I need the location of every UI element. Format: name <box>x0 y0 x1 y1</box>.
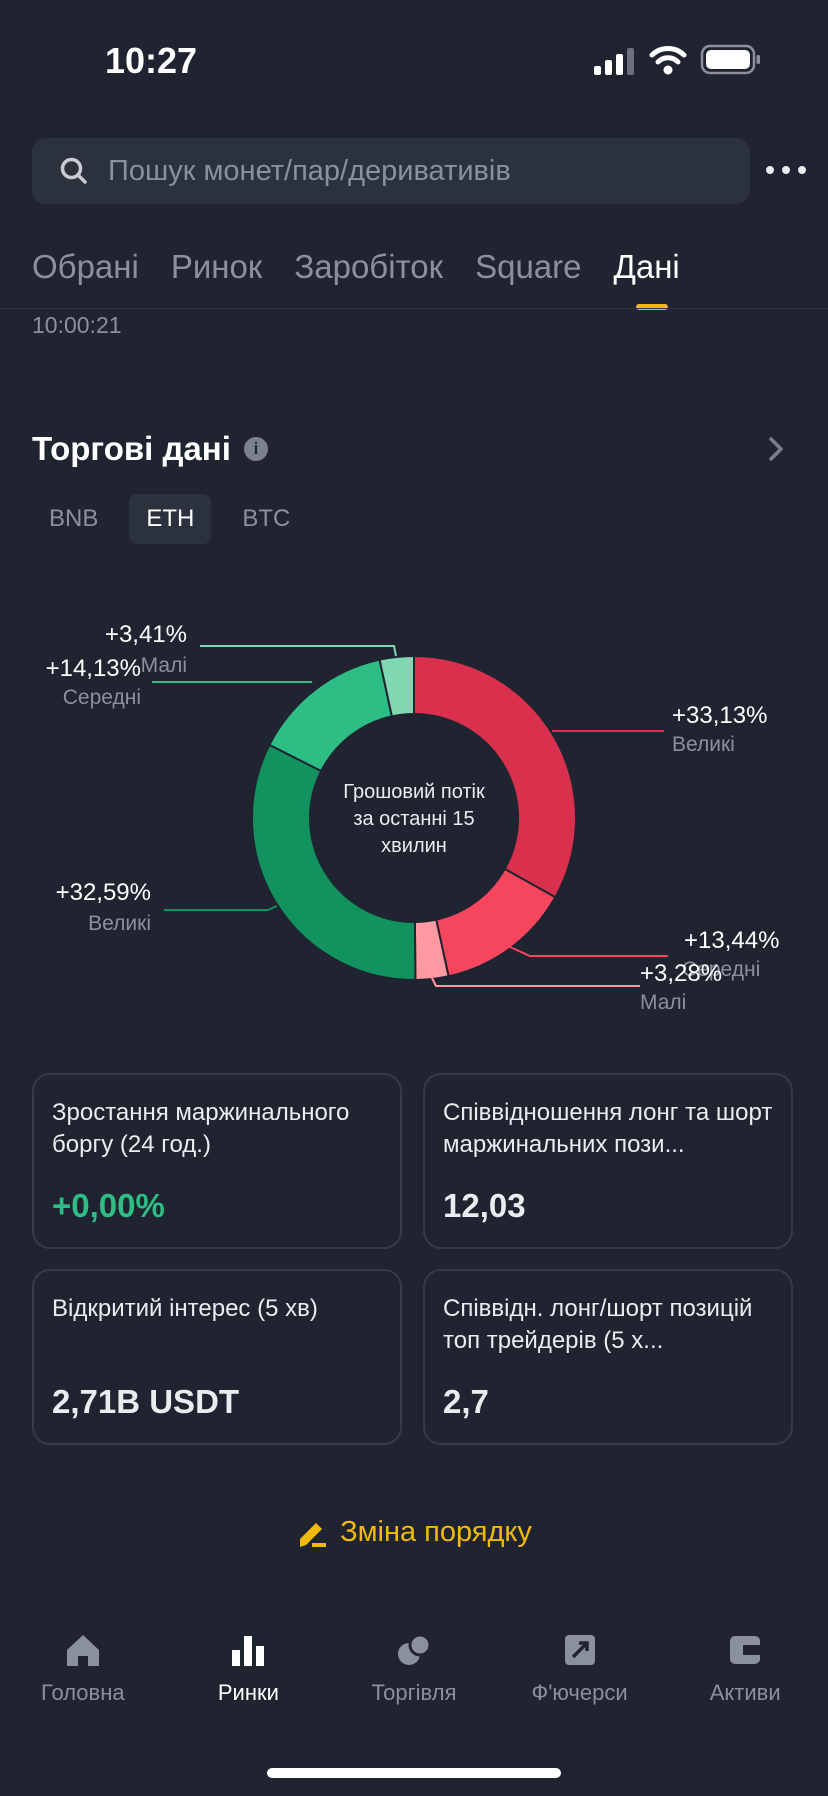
slice-label-small-in: +3,41% <box>105 621 187 648</box>
slice-large-inflow <box>251 743 417 981</box>
chart-center-line-3: хвилин <box>381 835 447 857</box>
nav-label: Торгівля <box>371 1680 457 1705</box>
slice-cat-small-in: Малі <box>141 654 187 677</box>
card-title: Зростання маржинального боргу (24 год.) <box>52 1099 350 1158</box>
futures-icon <box>564 1635 595 1665</box>
card-value: 2,7 <box>443 1383 489 1420</box>
nav-trade[interactable]: Торгівля <box>331 1630 497 1706</box>
slice-large-outflow <box>413 654 577 899</box>
nav-home[interactable]: Головна <box>0 1630 166 1706</box>
chart-center-line-2: за останні 15 <box>353 808 474 830</box>
margin-debt-card[interactable]: Зростання маржинального боргу (24 год.) … <box>32 1073 402 1249</box>
open-interest-card[interactable]: Відкритий інтерес (5 хв) 2,71B USDT <box>32 1269 402 1445</box>
home-icon <box>66 1635 99 1666</box>
markets-icon <box>232 1636 265 1666</box>
tabs-divider <box>0 308 828 309</box>
card-title: Співвідношення лонг та шорт маржинальних… <box>443 1099 773 1158</box>
chevron-right-icon[interactable] <box>764 434 788 464</box>
slice-small-inflow <box>378 654 415 718</box>
tab-square[interactable]: Square <box>475 248 582 285</box>
money-flow-chart: Грошовий потік за останні 15 хвилин +33,… <box>46 621 780 1014</box>
reorder-button[interactable]: Зміна порядку <box>0 1516 828 1549</box>
nav-markets[interactable]: Ринки <box>166 1630 332 1706</box>
chip-btc[interactable]: BTC <box>242 505 291 532</box>
status-time: 10:27 <box>105 40 198 81</box>
search-placeholder: Пошук монет/пар/деривативів <box>108 154 511 187</box>
chip-eth[interactable]: ETH <box>129 494 212 544</box>
info-icon[interactable]: i <box>244 437 268 461</box>
top-traders-ratio-card[interactable]: Співвідн. лонг/шорт позицій топ трейдері… <box>423 1269 793 1445</box>
coin-filter: BNB ETH BTC <box>32 494 307 544</box>
card-title: Відкритий інтерес (5 хв) <box>52 1295 318 1322</box>
leader-line-medium-out <box>509 946 668 957</box>
chart-center-line-1: Грошовий потік <box>343 781 485 803</box>
slice-label-small-out: +3,28% <box>640 960 722 987</box>
trade-icon <box>397 1633 432 1665</box>
card-value: +0,00% <box>52 1187 165 1224</box>
slice-cat-large-out: Великі <box>672 733 735 756</box>
nav-label: Ф'ючерси <box>531 1680 628 1705</box>
nav-label: Ринки <box>217 1680 279 1705</box>
search-input[interactable]: Пошук монет/пар/деривативів <box>32 138 750 204</box>
leader-line-small-out <box>431 977 640 987</box>
slice-cat-medium-out: Середні <box>682 958 760 981</box>
slice-medium-inflow <box>268 658 394 773</box>
tab-earn[interactable]: Заробіток <box>294 248 444 285</box>
leader-line-small-in <box>200 645 397 657</box>
slice-label-large-in: +32,59% <box>56 879 151 906</box>
slice-label-large-out: +33,13% <box>672 702 767 729</box>
update-timestamp: 10:00:21 <box>32 312 122 338</box>
chip-bnb[interactable]: BNB <box>49 505 99 532</box>
slice-cat-medium-in: Середні <box>63 686 141 709</box>
more-icon[interactable] <box>766 150 806 190</box>
home-indicator <box>267 1768 561 1778</box>
slice-label-medium-in: +14,13% <box>46 655 141 682</box>
card-value: 12,03 <box>443 1187 526 1224</box>
slice-label-medium-out: +13,44% <box>684 927 779 954</box>
tab-market[interactable]: Ринок <box>170 248 263 285</box>
bottom-nav: Головна Ринки Торгівля Ф'ючерси Активи <box>0 1630 828 1706</box>
margin-long-short-card[interactable]: Співвідношення лонг та шорт маржинальних… <box>423 1073 793 1249</box>
nav-assets[interactable]: Активи <box>662 1630 828 1706</box>
leader-line-large-in <box>164 905 278 911</box>
section-title: Торгові дані <box>32 430 231 467</box>
search-icon <box>60 157 87 184</box>
card-value: 2,71B USDT <box>52 1383 240 1420</box>
nav-futures[interactable]: Ф'ючерси <box>497 1630 663 1706</box>
nav-label: Активи <box>709 1680 781 1705</box>
slice-cat-small-out: Малі <box>640 991 686 1014</box>
signal-icon <box>594 48 634 75</box>
wallet-icon <box>730 1636 761 1664</box>
reorder-label: Зміна порядку <box>340 1516 532 1548</box>
edit-icon <box>300 1522 327 1547</box>
top-tabs: Обрані Ринок Заробіток Square Дані <box>32 248 680 310</box>
battery-icon <box>700 44 760 75</box>
card-title: Співвідн. лонг/шорт позицій топ трейдері… <box>443 1295 753 1354</box>
tab-data[interactable]: Дані <box>613 248 680 310</box>
nav-label: Головна <box>41 1680 125 1705</box>
tab-favorites[interactable]: Обрані <box>32 248 139 285</box>
slice-cat-large-in: Великі <box>88 912 151 935</box>
wifi-icon <box>649 46 687 75</box>
